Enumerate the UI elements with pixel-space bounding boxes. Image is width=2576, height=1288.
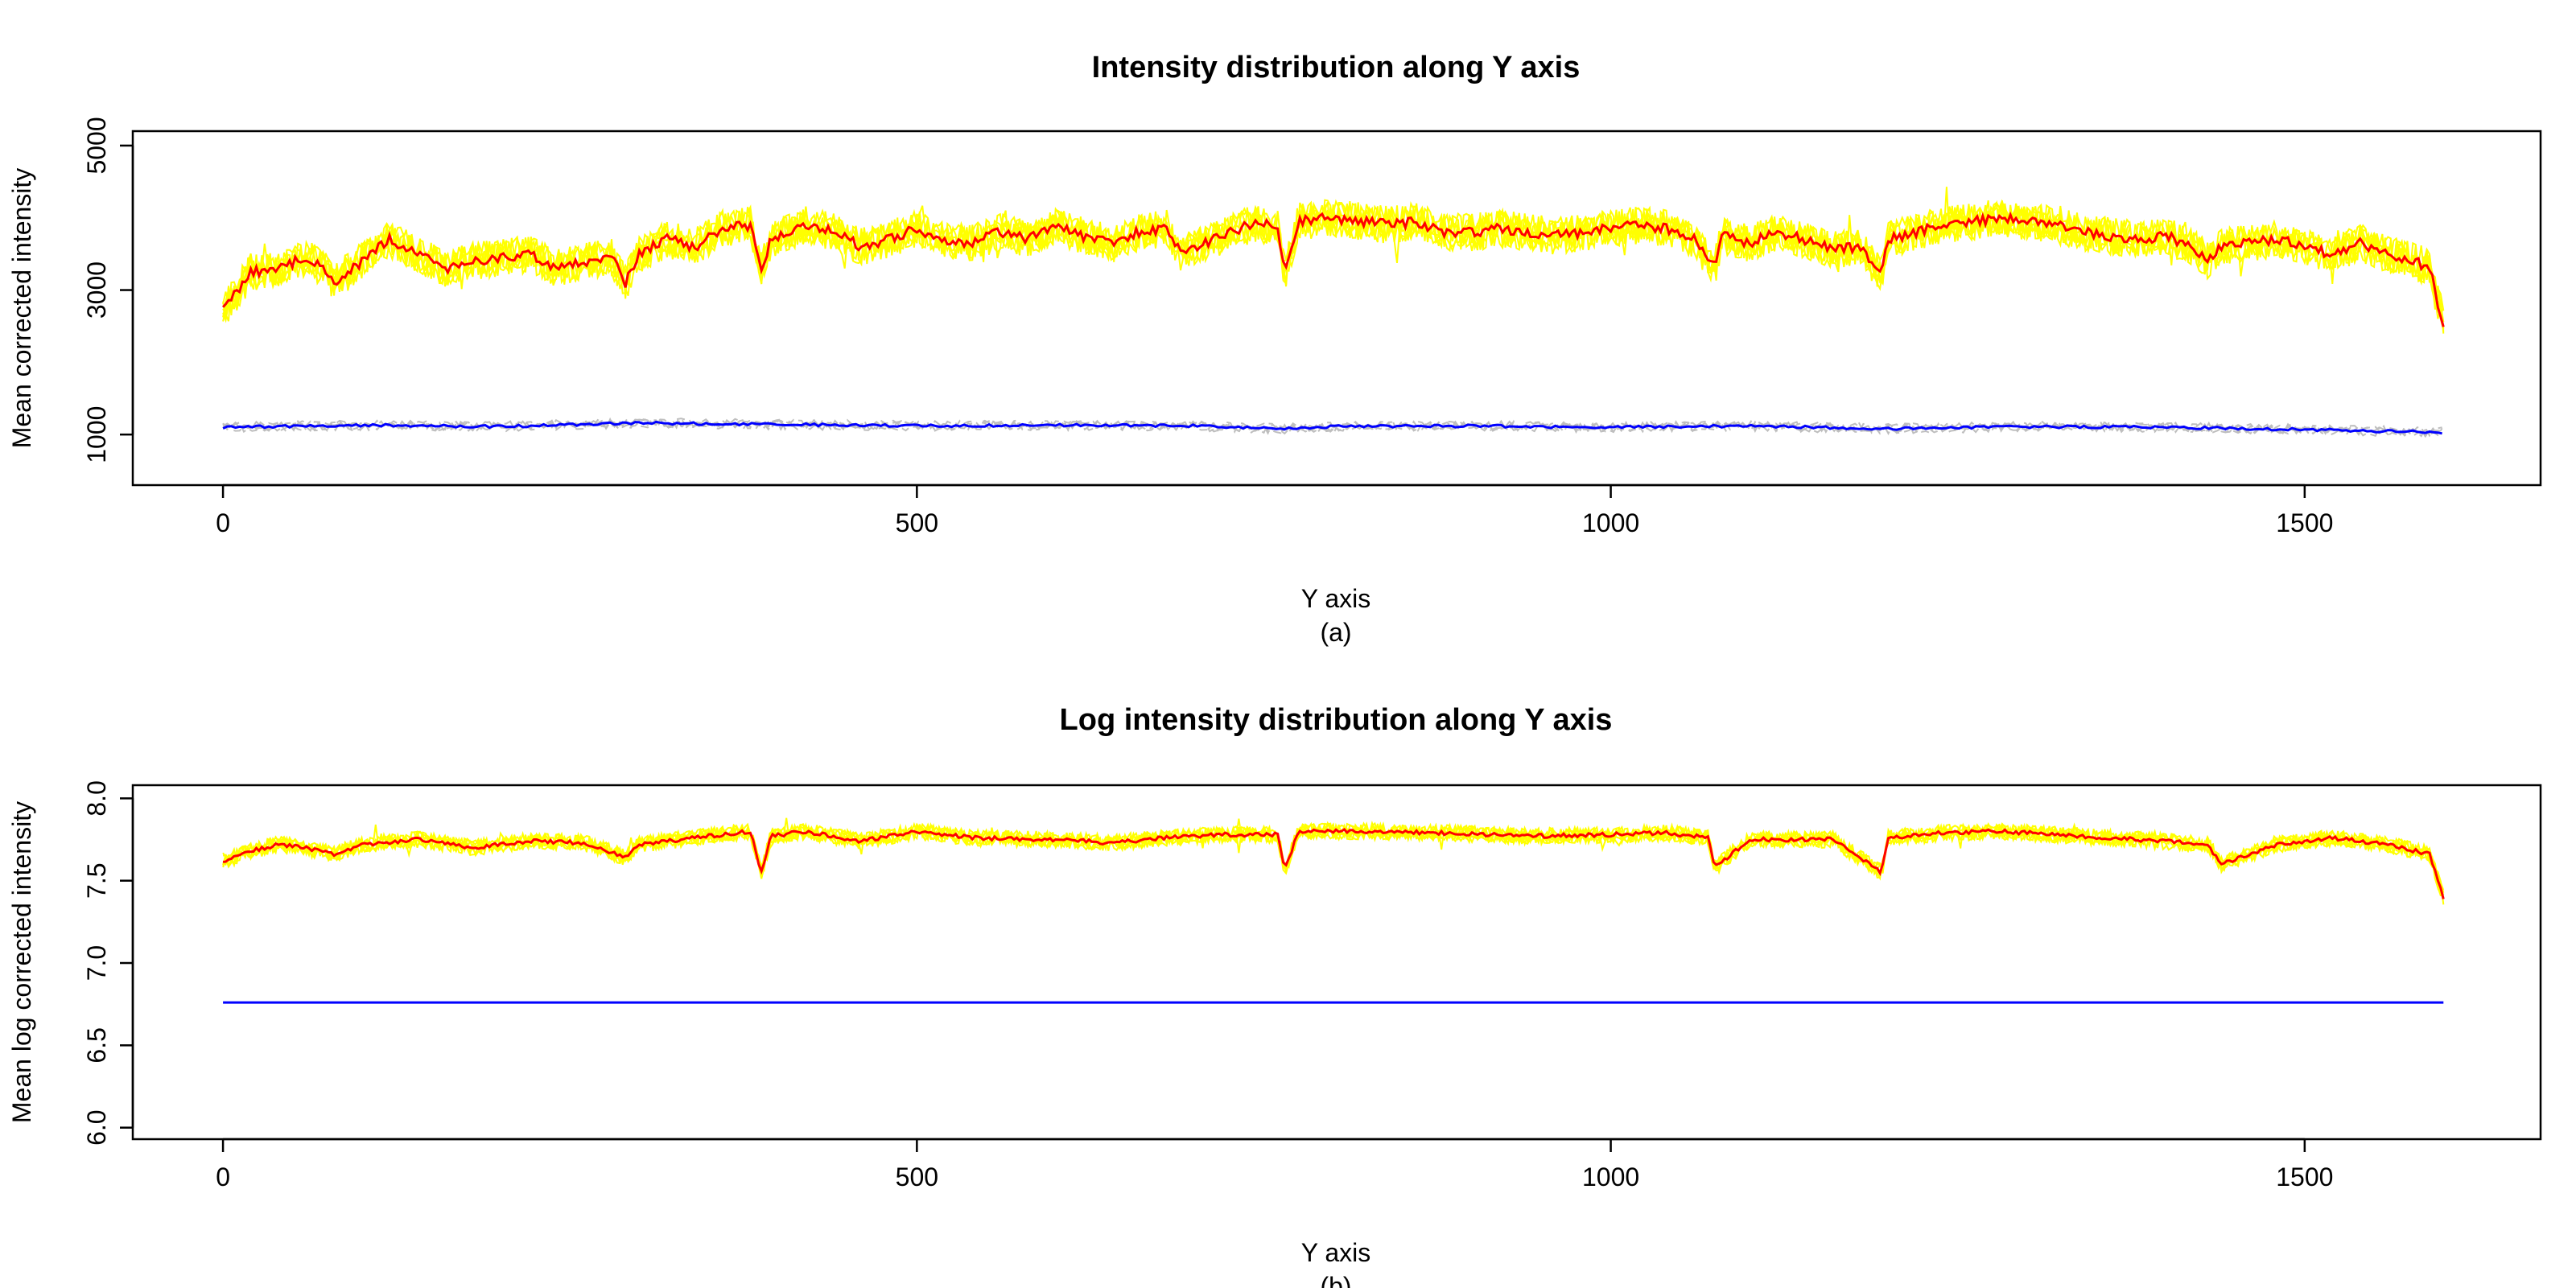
x-tick-label: 1000 — [1582, 1162, 1639, 1191]
x-tick-label: 0 — [216, 1162, 230, 1191]
x-tick-label: 500 — [896, 508, 938, 537]
sample-mean-line — [221, 211, 2445, 327]
y-tick-label: 1000 — [82, 406, 111, 463]
panel-b-y-axis: 6.0 6.5 7.0 7.5 8.0 — [82, 780, 134, 1146]
panel-a: Intensity distribution along Y axis 0 500… — [7, 51, 2542, 647]
y-tick-label: 6.0 — [82, 1109, 111, 1145]
panel-a-series — [221, 211, 2445, 435]
x-tick-label: 500 — [896, 1162, 938, 1191]
x-tick-label: 1500 — [2276, 1162, 2333, 1191]
control-trace-3 — [222, 417, 2443, 437]
panel-b-x-label: Y axis — [1301, 1238, 1371, 1267]
panel-a-y-axis: 1000 3000 5000 — [82, 117, 134, 463]
panel-a-caption: (a) — [1320, 618, 1351, 647]
panel-b-series — [222, 828, 2445, 1004]
panel-b-y-label: Mean log corrected intensity — [7, 801, 36, 1123]
panel-b-plot — [222, 817, 2445, 1004]
x-tick-label: 0 — [216, 508, 230, 537]
panel-b-title: Log intensity distribution along Y axis — [1060, 703, 1613, 737]
x-tick-label: 1000 — [1582, 508, 1639, 537]
control-mean-line — [222, 420, 2442, 435]
x-tick-label: 1500 — [2276, 508, 2333, 537]
panel-b: Log intensity distribution along Y axis … — [7, 703, 2542, 1288]
y-tick-label: 7.0 — [82, 945, 111, 981]
panel-a-plot — [221, 187, 2445, 438]
y-tick-label: 3000 — [82, 261, 111, 319]
panel-a-x-axis: 0 500 1000 1500 — [216, 484, 2333, 537]
control-trace-4 — [222, 417, 2442, 438]
sample-trace-7 — [222, 187, 2445, 332]
panel-a-y-label: Mean corrected intensity — [7, 168, 36, 449]
sample-mean-line — [222, 828, 2445, 899]
y-tick-label: 7.5 — [82, 862, 111, 898]
y-tick-label: 8.0 — [82, 780, 111, 816]
panel-b-x-axis: 0 500 1000 1500 — [216, 1138, 2333, 1191]
panel-a-x-label: Y axis — [1301, 584, 1371, 613]
panel-b-caption: (b) — [1320, 1272, 1351, 1288]
sample-trace-5 — [222, 199, 2445, 323]
panel-a-title: Intensity distribution along Y axis — [1092, 51, 1581, 84]
y-tick-label: 6.5 — [82, 1027, 111, 1063]
y-tick-label: 5000 — [82, 117, 111, 174]
